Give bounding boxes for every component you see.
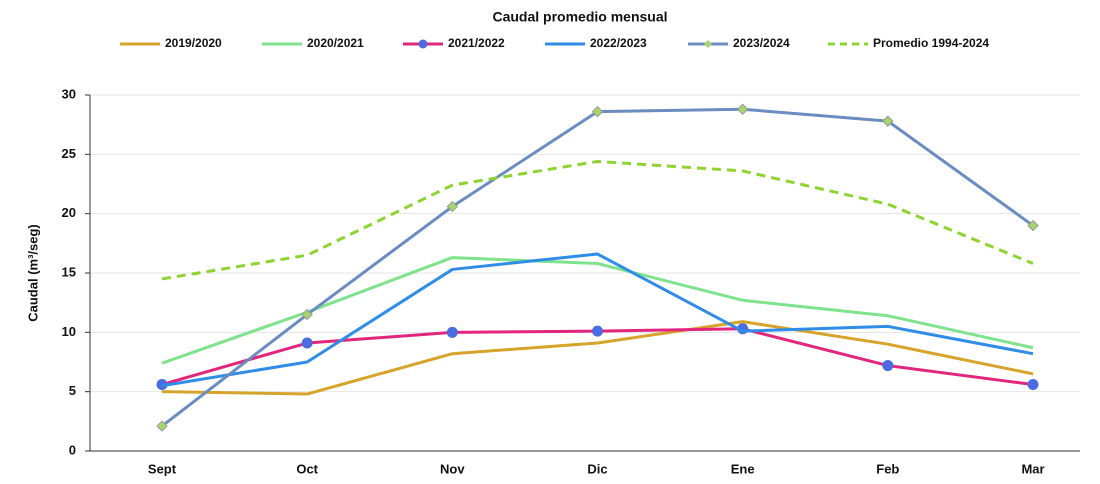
chart-title: Caudal promedio mensual [492, 9, 667, 25]
legend-label: 2020/2021 [307, 36, 364, 50]
series-line [161, 327, 1034, 387]
point [301, 308, 313, 321]
series-line [161, 320, 1034, 396]
point [591, 105, 604, 118]
y-tick-label: 25 [62, 146, 76, 161]
series-line [161, 159, 1034, 281]
point [301, 337, 313, 349]
x-tick-label: Nov [440, 461, 465, 476]
x-tick-label: Feb [876, 461, 899, 476]
point [736, 103, 749, 115]
point [156, 420, 168, 432]
x-tick-label: Sept [148, 461, 177, 476]
x-tick-label: Oct [296, 461, 318, 476]
legend-label: 2019/2020 [165, 36, 222, 50]
legend-label: 2022/2023 [590, 36, 647, 50]
x-tick-label: Ene [731, 461, 755, 476]
legend-label: Promedio 1994-2024 [873, 36, 989, 50]
x-tick-label: Dic [587, 461, 607, 476]
x-tick-label: Mar [1021, 461, 1044, 476]
legend-marker [704, 40, 712, 48]
point [592, 325, 603, 337]
legend-label: 2023/2024 [733, 36, 790, 50]
series-line [161, 107, 1034, 428]
series-line [161, 252, 1034, 388]
y-tick-label: 5 [69, 383, 76, 398]
legend-label: 2021/2022 [448, 36, 505, 50]
y-axis-label: Caudal (m³/seg) [25, 224, 40, 322]
y-tick-label: 0 [69, 442, 76, 457]
point [882, 115, 894, 127]
point [446, 200, 459, 213]
point [1027, 379, 1039, 391]
y-tick-label: 15 [62, 264, 76, 279]
point [882, 360, 894, 372]
y-tick-label: 30 [62, 86, 76, 101]
y-tick-label: 10 [62, 324, 76, 339]
legend-marker [418, 39, 428, 49]
point [1027, 219, 1039, 232]
point [446, 326, 458, 338]
y-tick-label: 20 [62, 205, 76, 220]
